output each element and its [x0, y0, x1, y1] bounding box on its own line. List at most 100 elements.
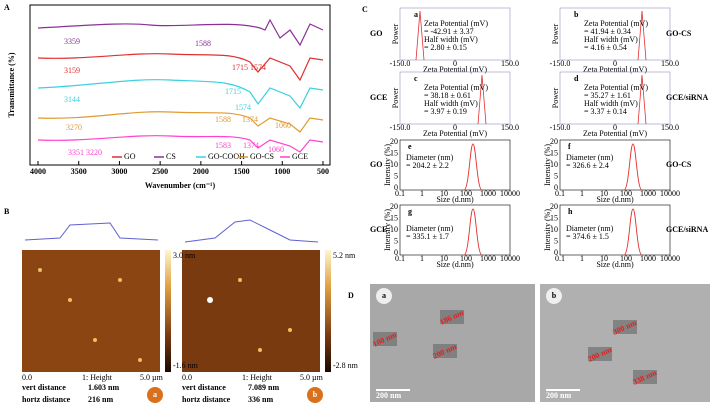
- y-tick-label: 15: [390, 213, 398, 222]
- x-tick-label: 100: [620, 254, 632, 263]
- x-tick-label: 1: [580, 254, 584, 263]
- measure-value: 216 nm: [88, 395, 113, 404]
- stat-title: Half width (mV): [584, 99, 638, 108]
- y-tick-label: 20: [390, 202, 398, 211]
- tem-image: [540, 284, 710, 402]
- scale-label: 3.0 nm: [173, 251, 196, 260]
- legend-label: CS: [166, 152, 176, 161]
- peak-curve: [477, 74, 487, 125]
- panel-label: B: [4, 207, 10, 216]
- scale-label: 200 nm: [546, 391, 571, 400]
- image-letter: a: [382, 291, 386, 300]
- x-tick-label: 2500: [152, 167, 168, 176]
- flake: [613, 320, 637, 334]
- afm-images: [22, 219, 331, 403]
- measure-label: hortz distance: [182, 395, 231, 404]
- axis-label: 5.0 µm: [300, 373, 324, 382]
- letter-badge: [376, 288, 392, 304]
- plot-frame: [559, 7, 671, 61]
- measure-value: 1.603 nm: [88, 383, 119, 392]
- stat-value: = 204.2 ± 2.2: [406, 161, 449, 170]
- sample-label: GCE: [370, 225, 387, 234]
- sub-letter: e: [408, 142, 412, 151]
- peak-label: 3359: [64, 37, 80, 46]
- stat-title: Zeta Potential (mV): [424, 83, 488, 92]
- x-tick-label: 0.1: [395, 254, 405, 263]
- x-tick-label: 150.0: [661, 123, 679, 132]
- axis-label: Transmittance (%): [7, 52, 16, 117]
- stat-value: = 38.18 ± 0.61: [424, 91, 471, 100]
- x-tick-label: 10000: [500, 254, 520, 263]
- x-tick-label: 1: [580, 189, 584, 198]
- peak-label: 1583: [215, 141, 231, 150]
- flake: [588, 347, 612, 361]
- axis-label: Zeta Potential (mV): [583, 65, 647, 74]
- panel-label: D: [348, 291, 354, 300]
- axis-label: 0.0: [182, 373, 192, 382]
- stat-title: Half width (mV): [424, 35, 478, 44]
- legend-label: GO-CS: [250, 152, 274, 161]
- measure-value: 7.089 nm: [248, 383, 279, 392]
- stat-value: = 3.97 ± 0.19: [424, 107, 467, 116]
- size-curve: [463, 143, 483, 191]
- stat-value: = 335.1 ± 1.7: [406, 232, 449, 241]
- x-tick-label: 10: [600, 189, 608, 198]
- stat-value: = 3.37 ± 0.14: [584, 107, 627, 116]
- axis-label: Zeta Potential (mV): [423, 129, 487, 138]
- sub-letter: d: [574, 74, 579, 83]
- x-tick-label: 1: [420, 254, 424, 263]
- x-tick-label: 4000: [30, 167, 46, 176]
- panel-label: C: [362, 5, 368, 14]
- y-tick-label: 15: [390, 148, 398, 157]
- peak-label: 1060: [275, 121, 291, 130]
- measure-label: hortz distance: [22, 395, 71, 404]
- x-tick-label: -150.0: [550, 59, 571, 68]
- x-tick-label: 500: [317, 167, 329, 176]
- y-tick-label: 5: [554, 236, 558, 245]
- axis-label: Zeta Potential (mV): [423, 65, 487, 74]
- y-tick-label: 20: [390, 137, 398, 146]
- x-tick-label: 0: [613, 59, 617, 68]
- stat-value: = 2.80 ± 0.15: [424, 43, 467, 52]
- axis-label: Power: [551, 23, 560, 44]
- image-letter: b: [552, 291, 557, 300]
- axis-label: Intensity (%): [543, 144, 552, 186]
- x-tick-label: 1000: [274, 167, 290, 176]
- x-tick-label: -150.0: [550, 123, 571, 132]
- x-tick-label: 1000: [480, 189, 496, 198]
- axis-label: Size (d.nm): [596, 195, 634, 204]
- sub-letter: a: [414, 10, 418, 19]
- peak-label: 1715: [225, 87, 241, 96]
- size-curve: [623, 143, 643, 191]
- x-tick-label: 150.0: [501, 123, 519, 132]
- x-tick-label: 1000: [480, 254, 496, 263]
- flake: [373, 332, 397, 346]
- y-tick-label: 0: [554, 248, 558, 257]
- sample-label: GO-CS: [666, 160, 692, 169]
- x-tick-label: 10000: [660, 254, 680, 263]
- flake: [433, 344, 457, 358]
- stat-title: Zeta Potential (mV): [424, 19, 488, 28]
- x-tick-label: -150.0: [390, 123, 411, 132]
- plot-frame: [399, 204, 511, 256]
- y-tick-label: 10: [390, 225, 398, 234]
- stat-title: Zeta Potential (mV): [584, 19, 648, 28]
- sample-label: GCE: [370, 93, 387, 102]
- image-letter: b: [313, 390, 318, 399]
- peak-curve: [637, 10, 647, 61]
- plot-frame: [399, 71, 511, 125]
- stat-title: Diameter (nm): [406, 224, 454, 233]
- stat-value: = 374.6 ± 1.5: [566, 232, 609, 241]
- sample-label: GCE/siRNA: [666, 93, 708, 102]
- x-tick-label: 0.1: [555, 254, 565, 263]
- scale-label: -2.8 nm: [333, 361, 359, 370]
- panel-a-frame: [29, 4, 331, 166]
- letter-badge: [546, 288, 562, 304]
- measure-value: 336 nm: [248, 395, 273, 404]
- flake: [633, 370, 657, 384]
- peak-label: 1060: [268, 145, 284, 154]
- stat-value: = -42.91 ± 3.37: [424, 27, 474, 36]
- measure-label: vert distance: [22, 383, 66, 392]
- stat-title: Diameter (nm): [566, 153, 614, 162]
- measure-label: vert distance: [182, 383, 226, 392]
